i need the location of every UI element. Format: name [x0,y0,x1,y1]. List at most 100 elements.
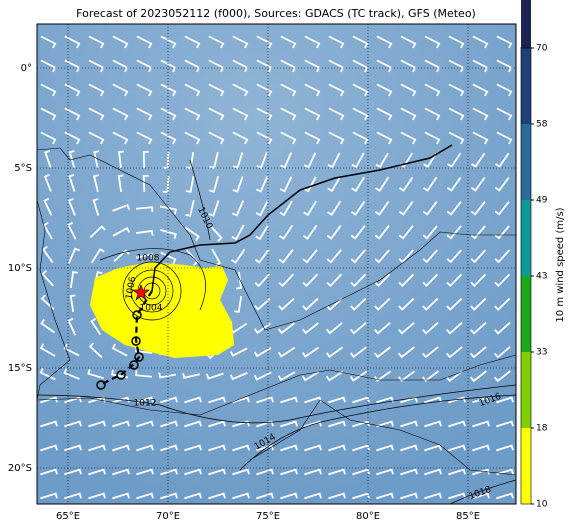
wind-barb [352,492,370,500]
wind-barb [374,322,391,335]
wind-barb [255,224,269,241]
colorbar-label: 10 m wind speed (m/s) [555,207,566,322]
wind-barb [448,468,466,476]
wind-barb [304,131,321,145]
wind-barb [39,343,56,357]
wind-barb [232,468,250,476]
wind-barb [232,152,244,169]
wind-barb [328,131,345,145]
wind-barb [88,107,105,121]
wind-barb [232,59,249,73]
wind-barb [256,107,273,121]
wind-barb [142,150,149,169]
wind-barb [88,468,106,476]
wind-barb [44,150,52,168]
wind-barb [254,298,271,311]
wind-barb [184,107,201,121]
wind-barb [256,176,268,193]
wind-barb [206,372,224,380]
wind-barb [208,444,226,452]
wind-barb [328,83,345,97]
wind-barb [496,420,514,428]
wind-barb [64,83,81,97]
wind-barb [470,297,487,311]
wind-barb [302,297,319,311]
wind-barb [64,492,82,500]
wind-barb [494,346,511,359]
wind-barb [328,492,346,500]
wind-barb [112,203,131,212]
map: 1010 1008 1006 1004 1012 1014 1016 1018 [37,24,516,504]
wind-barb [253,347,272,358]
wind-barb [256,152,268,169]
colorbar-tick-label: 49 [536,196,548,206]
wind-barb [470,201,486,216]
wind-barb [352,420,370,428]
wind-barb [472,107,489,121]
wind-barb [40,318,56,334]
wind-barb [40,83,57,97]
wind-barb [254,249,270,264]
wind-barb [256,492,274,500]
wind-barb [209,176,219,193]
wind-barb [424,83,441,97]
wind-barb [494,297,511,311]
wind-barb [472,35,489,49]
wind-barb [446,201,462,216]
wind-barb [64,468,82,476]
wind-barb [326,225,342,240]
wind-barb [446,249,462,264]
wind-barb [351,200,366,216]
lat-label: 15°S [8,363,32,374]
wind-barb [160,251,177,265]
wind-barb [279,200,293,217]
wind-barb [40,131,57,145]
wind-barb [68,150,76,168]
wind-barb [446,346,463,359]
wind-barb [374,273,391,288]
wind-barb [351,152,365,169]
wind-barb [92,198,100,216]
isobars [37,159,516,504]
wind-barb [280,83,297,97]
wind-barb [231,224,245,241]
isobar-label: 1008 [137,254,160,264]
wind-barb [69,294,76,313]
wind-barb [301,346,320,358]
wind-barb [256,468,274,476]
wind-barb [232,131,249,145]
wind-barb [160,229,177,239]
wind-barb [350,297,367,311]
wind-barb [303,152,317,169]
wind-barb [327,200,342,216]
wind-barb [232,83,249,97]
wind-barb [352,396,370,404]
wind-barb [64,396,82,404]
track-points [96,310,144,390]
wind-barb [496,131,513,145]
wind-barb [496,107,513,121]
wind-barb [184,444,202,452]
wind-barb [229,347,248,357]
wind-barb [424,492,442,500]
wind-barb [64,59,81,73]
wind-barb [278,249,294,264]
wind-barb [208,468,226,476]
wind-barb [422,176,438,192]
wind-barb [232,35,249,49]
wind-barb [496,35,513,49]
wind-barb [208,200,220,217]
wind-barb [67,221,77,240]
graticule [37,24,516,504]
wind-barb [400,444,418,452]
wind-barb [424,468,442,476]
wind-barb [67,247,80,264]
lon-label: 75°E [256,511,280,522]
wind-barb [470,273,487,288]
wind-barb [352,131,369,145]
wind-barb [256,444,274,452]
wind-barb [472,59,489,73]
wind-barb [302,322,319,335]
wind-barb [423,152,438,168]
wind-barb [232,200,244,217]
